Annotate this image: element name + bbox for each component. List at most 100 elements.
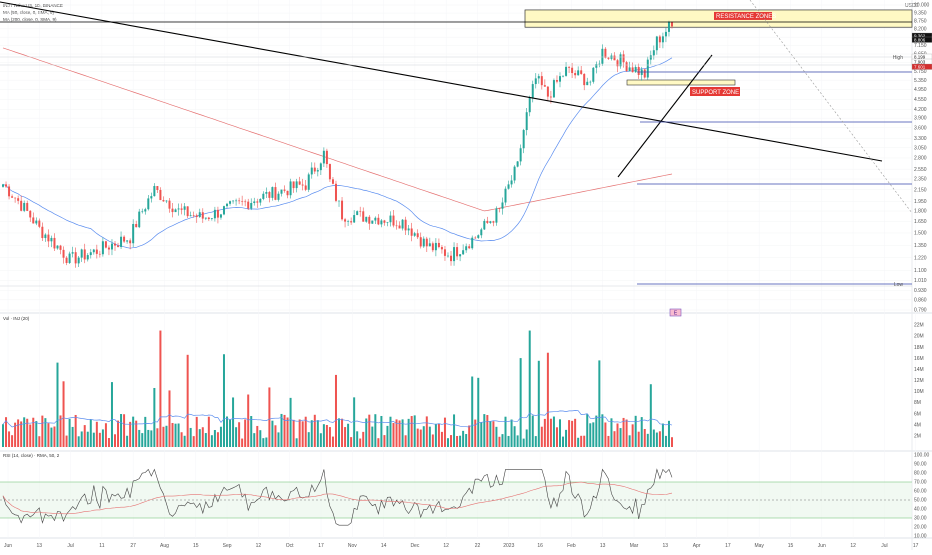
time-tick-label: 14	[381, 543, 387, 549]
volume-bar	[259, 430, 262, 447]
candle-body	[298, 181, 301, 185]
candle-body	[519, 148, 522, 162]
ma200-legend: MA (200, close, 0, SMA, 9)	[3, 17, 57, 22]
descending-trendline	[0, 1, 883, 162]
volume-bar	[486, 415, 489, 447]
volume-bar	[110, 382, 113, 447]
candle-body	[380, 220, 383, 225]
volume-bar	[637, 431, 640, 447]
price-tick-label: 1.100	[914, 268, 927, 274]
candle-body	[95, 249, 98, 254]
candle-body	[450, 255, 453, 262]
candle-body	[646, 59, 649, 78]
candle-body	[232, 200, 235, 202]
candle-body	[120, 236, 123, 247]
volume-bar	[474, 419, 477, 447]
price-tick-label: 0.790	[914, 308, 927, 314]
candle-body	[183, 206, 186, 210]
volume-bar	[619, 428, 622, 447]
candle-body	[189, 215, 192, 217]
candle-body	[177, 208, 180, 210]
volume-bar	[256, 425, 259, 447]
candle-body	[513, 166, 516, 181]
candle-body	[522, 130, 525, 149]
volume-bar	[216, 432, 219, 447]
candle-body	[468, 246, 471, 249]
time-tick-label: Jun	[818, 543, 826, 549]
price-tick-label: 8.750	[914, 19, 927, 25]
volume-bar	[489, 421, 492, 447]
candle-body	[422, 238, 425, 247]
volume-bar	[389, 416, 392, 447]
candle-body	[213, 209, 216, 219]
volume-bar	[262, 438, 265, 447]
volume-bar	[610, 418, 613, 447]
volume-bar	[601, 414, 604, 447]
candle-body	[510, 180, 513, 185]
candle-body	[462, 250, 465, 255]
candle-body	[383, 220, 386, 223]
candle-body	[374, 217, 377, 221]
volume-tick-label: 6M	[914, 411, 921, 417]
volume-bar	[277, 432, 280, 447]
candle-body	[667, 21, 670, 32]
time-tick-label: Jul	[881, 543, 887, 549]
candle-body	[171, 208, 174, 213]
volume-bar	[204, 433, 207, 447]
rsi-header: RSI (14, close) · RMA, 50, 2	[3, 453, 60, 458]
volume-bar	[643, 428, 646, 447]
price-tick-label: 7.150	[914, 43, 927, 49]
volume-bar	[171, 422, 174, 447]
candle-body	[504, 188, 507, 203]
candle-body	[295, 181, 298, 189]
price-tick-label: 2.150	[914, 187, 927, 193]
price-tick-label: 2.550	[914, 167, 927, 173]
candle-body	[126, 240, 129, 242]
event-badge-label: E	[674, 311, 678, 317]
candle-body	[216, 209, 219, 218]
candle-body	[477, 235, 480, 238]
candle-body	[41, 226, 44, 239]
volume-bar	[380, 415, 383, 447]
candle-body	[480, 229, 483, 236]
volume-bar	[201, 427, 204, 447]
candle-body	[465, 246, 468, 251]
time-tick-label: 17	[913, 543, 919, 549]
volume-bar	[95, 421, 98, 447]
volume-bar	[226, 416, 229, 447]
volume-bar	[35, 421, 38, 447]
candle-body	[277, 193, 280, 200]
volume-bar	[471, 376, 474, 447]
candle-body	[123, 236, 126, 242]
candle-body	[616, 60, 619, 67]
volume-bar	[244, 419, 247, 447]
volume-bar	[313, 414, 316, 447]
candle-body	[74, 252, 77, 264]
volume-bar	[150, 430, 153, 447]
price-tag-label: 8.199	[914, 54, 926, 59]
candle-body	[416, 233, 419, 238]
volume-bar	[404, 435, 407, 447]
ma50-legend: MA (50, close, 0, SMA, 9)	[3, 10, 55, 15]
candle-body	[262, 193, 265, 199]
volume-bar	[271, 420, 274, 447]
volume-bar	[5, 417, 8, 447]
candle-body	[107, 247, 110, 250]
volume-bar	[20, 421, 23, 447]
candle-body	[32, 217, 35, 224]
candle-body	[549, 96, 552, 98]
candle-body	[101, 241, 104, 255]
volume-bar	[386, 425, 389, 447]
volume-bar	[65, 435, 68, 447]
volume-bar	[283, 414, 286, 447]
volume-bar	[416, 428, 419, 447]
volume-bar	[462, 430, 465, 447]
candle-body	[8, 186, 11, 197]
volume-bar	[222, 354, 225, 447]
candle-body	[655, 36, 658, 51]
price-tag-label: 8.806	[914, 37, 926, 42]
price-tag	[911, 36, 932, 43]
price-tick-label: 5.350	[914, 78, 927, 84]
volume-bar	[47, 423, 50, 447]
